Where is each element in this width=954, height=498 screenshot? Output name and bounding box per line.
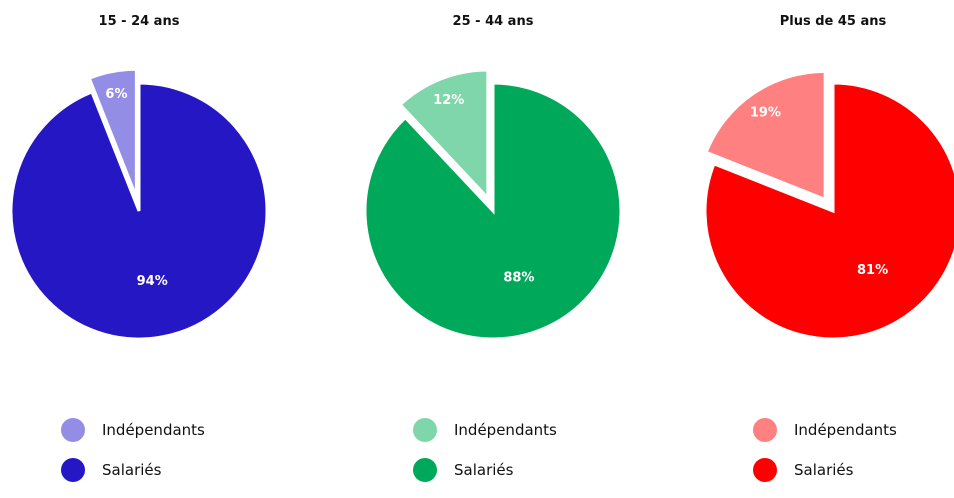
legend-item-independants: Indépendants bbox=[753, 418, 897, 442]
pie-slice-independants bbox=[87, 67, 138, 198]
legend-label-independants: Indépendants bbox=[794, 421, 897, 439]
legend-plus-45: Indépendants Salariés bbox=[753, 418, 897, 498]
chart-title: Plus de 45 ans bbox=[780, 14, 887, 29]
legend-swatch-salaries bbox=[61, 458, 85, 482]
legend-label-salaries: Salariés bbox=[102, 461, 162, 479]
pie-label-independants: 6% bbox=[105, 87, 127, 102]
legend-swatch-salaries bbox=[413, 458, 437, 482]
legend-item-salaries: Salariés bbox=[413, 458, 557, 482]
legend-label-independants: Indépendants bbox=[102, 421, 205, 439]
pie-chart-0: 15 - 24 ans 6% 94% bbox=[9, 14, 269, 341]
legend-label-salaries: Salariés bbox=[454, 461, 514, 479]
legend-label-independants: Indépendants bbox=[454, 421, 557, 439]
legend-item-independants: Indépendants bbox=[61, 418, 205, 442]
pie-chart-2: Plus de 45 ans 19% 81% bbox=[703, 14, 954, 341]
chart-title: 15 - 24 ans bbox=[99, 14, 180, 29]
pie-charts-figure: 15 - 24 ans 6% 94% 25 - 44 ans 12% 88% Plus de… bbox=[9, 14, 954, 482]
legend-25-44: Indépendants Salariés bbox=[413, 418, 557, 498]
legend-swatch-independants bbox=[413, 418, 437, 442]
legend-item-independants: Indépendants bbox=[413, 418, 557, 442]
legend-swatch-independants bbox=[753, 418, 777, 442]
legend-swatch-independants bbox=[61, 418, 85, 442]
pie-label-salaries: 94% bbox=[137, 274, 168, 289]
legend-item-salaries: Salariés bbox=[61, 458, 205, 482]
legend-label-salaries: Salariés bbox=[794, 461, 854, 479]
pie-chart-1: 25 - 44 ans 12% 88% bbox=[363, 14, 623, 341]
pie-charts-canvas: 15 - 24 ans 6% 94% 25 - 44 ans 12% 88% Plus de… bbox=[9, 14, 954, 341]
pie-label-salaries: 88% bbox=[503, 270, 534, 285]
pie-label-salaries: 81% bbox=[857, 263, 888, 278]
pie-slice-salaries bbox=[703, 81, 954, 341]
pie-slice-independants bbox=[704, 69, 827, 202]
chart-title: 25 - 44 ans bbox=[453, 14, 534, 29]
pie-label-independants: 19% bbox=[750, 106, 781, 121]
pie-label-independants: 12% bbox=[433, 93, 464, 108]
legend-swatch-salaries bbox=[753, 458, 777, 482]
legend-item-salaries: Salariés bbox=[753, 458, 897, 482]
pie-slice-salaries bbox=[363, 81, 623, 341]
legend-15-24: Indépendants Salariés bbox=[61, 418, 205, 498]
pie-slice-salaries bbox=[9, 81, 269, 341]
pie-slice-independants bbox=[398, 68, 490, 202]
